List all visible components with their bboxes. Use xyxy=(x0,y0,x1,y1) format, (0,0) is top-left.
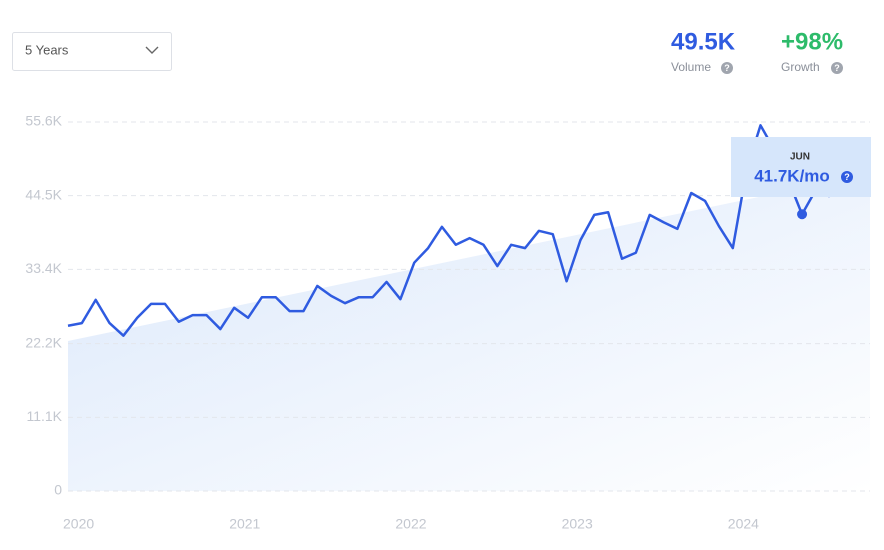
x-tick-label: 2021 xyxy=(229,516,260,532)
growth-label: Growth xyxy=(781,60,820,74)
tooltip-month: JUN xyxy=(790,152,810,163)
svg-text:?: ? xyxy=(724,63,730,73)
dropdown-label: 5 Years xyxy=(25,42,69,57)
x-tick-label: 2022 xyxy=(395,516,426,532)
y-tick-label: 33.4K xyxy=(25,260,62,276)
x-tick-label: 2024 xyxy=(728,516,759,532)
growth-value: +98% xyxy=(781,28,843,55)
help-icon[interactable]: ? xyxy=(721,62,733,74)
tooltip-value: 41.7K/mo xyxy=(754,166,830,185)
dropdown-box[interactable] xyxy=(12,32,172,71)
volume-value: 49.5K xyxy=(671,28,736,55)
help-icon[interactable]: ? xyxy=(831,62,843,74)
series-line xyxy=(67,124,831,337)
trend-area xyxy=(68,173,870,492)
tooltip-help xyxy=(841,171,853,183)
svg-text:?: ? xyxy=(834,63,840,73)
y-tick-label: 22.2K xyxy=(25,334,62,350)
y-tick-label: 11.1K xyxy=(26,408,62,424)
chevron xyxy=(145,46,159,54)
y-tick-label: 55.6K xyxy=(25,113,62,129)
hover-point xyxy=(797,209,808,220)
x-tick-label: 2020 xyxy=(63,516,94,532)
tooltip-box xyxy=(731,137,871,197)
y-tick-label: 44.5K xyxy=(25,186,62,202)
plot: 0 11.1K 22.2K 33.4K 44.5K 55.6K 2020 2021 2022 20… xyxy=(25,113,871,532)
range-dropdown[interactable]: 5 Years xyxy=(12,32,172,71)
volume-label: Volume xyxy=(671,60,711,74)
x-tick-label: 2023 xyxy=(562,516,593,532)
y-tick-label: 0 xyxy=(54,482,62,498)
tooltip-help-mark: ? xyxy=(844,172,850,182)
